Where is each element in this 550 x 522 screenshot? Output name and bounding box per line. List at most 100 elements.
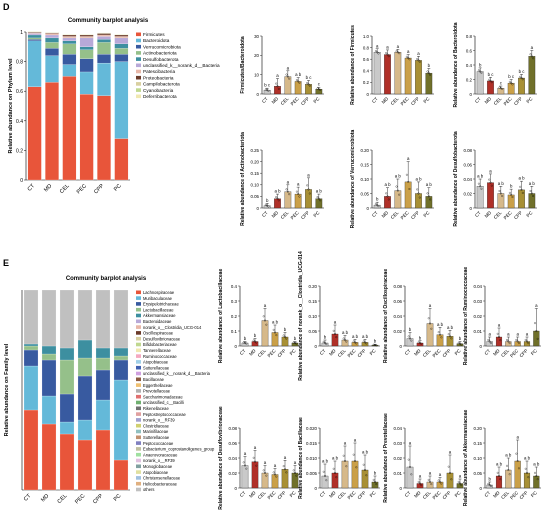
x-tick-label: MD bbox=[248, 490, 257, 499]
x-tick-label: PEC bbox=[400, 210, 411, 221]
significance-letter: a bbox=[498, 323, 501, 328]
data-point bbox=[490, 184, 493, 187]
data-point bbox=[447, 333, 450, 336]
stacked-segment bbox=[59, 347, 75, 361]
y-tick-label: 0 bbox=[480, 486, 483, 491]
x-tick-label: PC bbox=[525, 210, 534, 219]
significance-letter: a bbox=[264, 460, 267, 465]
y-tick-label: 0.2 bbox=[231, 314, 238, 319]
legend-swatch bbox=[136, 354, 141, 358]
data-point bbox=[332, 467, 335, 470]
stacked-segment bbox=[45, 48, 59, 56]
stacked-segment bbox=[62, 64, 77, 77]
significance-letter: a b bbox=[395, 174, 402, 179]
significance-letter: b c bbox=[264, 83, 271, 88]
data-point bbox=[295, 474, 298, 477]
significance-letter: b bbox=[244, 336, 247, 341]
y-tick-label: 0.8 bbox=[363, 45, 370, 50]
y-tick-label: 0 bbox=[470, 92, 473, 97]
stacked-segment bbox=[97, 36, 111, 40]
significance-letter: a bbox=[459, 474, 462, 479]
data-point bbox=[344, 460, 346, 462]
y-tick-label: 0 bbox=[315, 344, 318, 349]
data-point bbox=[405, 55, 408, 58]
legend-entry: norank_o__Clostridia_UCG-014 bbox=[143, 325, 202, 330]
legend-swatch bbox=[136, 51, 141, 55]
significance-letter: a bbox=[535, 303, 538, 308]
legend-swatch bbox=[136, 429, 141, 434]
barplot-ylabel: Relative abundance on Family level bbox=[4, 343, 10, 436]
data-point bbox=[355, 466, 358, 469]
legend-swatch bbox=[136, 296, 141, 300]
stacked-segment bbox=[114, 36, 129, 39]
data-point bbox=[372, 343, 375, 346]
bar bbox=[404, 57, 412, 95]
x-tick-label: PEC bbox=[509, 348, 520, 359]
x-tick-label: PEC bbox=[431, 490, 442, 501]
subplot-ylabel: Relative abundance of Actinobacteriota bbox=[240, 132, 246, 226]
stacked-segment bbox=[95, 369, 111, 401]
significance-letter: a bbox=[344, 441, 347, 446]
y-tick-label: 0.6 bbox=[16, 89, 23, 95]
significance-letter: a b bbox=[332, 456, 339, 461]
stacked-segment bbox=[27, 34, 42, 39]
data-point bbox=[285, 337, 288, 340]
y-tick-label: 0 bbox=[235, 344, 238, 349]
subplot-ylabel: Firmicutes/Bacteroidota bbox=[240, 36, 246, 93]
significance-letter: b bbox=[324, 335, 327, 340]
y-tick-label: 0.15 bbox=[473, 441, 482, 446]
bar bbox=[476, 186, 484, 209]
data-point bbox=[264, 203, 267, 206]
data-point bbox=[386, 53, 389, 56]
significance-letter: a bbox=[417, 51, 420, 56]
y-tick-label: 1.0 bbox=[363, 34, 370, 39]
data-point bbox=[524, 338, 527, 341]
x-tick-label: PEC bbox=[266, 348, 277, 359]
subplot-ylabel: Relative abundance of Desulfovibrionacea… bbox=[218, 406, 224, 510]
data-point bbox=[501, 195, 504, 197]
significance-letter: a b bbox=[496, 462, 503, 467]
y-tick-label: 0.06 bbox=[228, 441, 237, 446]
significance-letter: a b bbox=[533, 462, 540, 467]
y-tick-label: 0.04 bbox=[463, 177, 472, 182]
data-point bbox=[516, 460, 519, 462]
significance-letter: a bbox=[334, 320, 337, 325]
x-tick-label: MD bbox=[271, 210, 280, 219]
subplot-ylabel: Relative abundance of Lactobacillaceae bbox=[218, 269, 224, 364]
significance-letter: a b bbox=[498, 181, 505, 186]
data-point bbox=[267, 205, 270, 208]
data-point bbox=[405, 173, 408, 176]
x-tick-label: PEC bbox=[346, 490, 357, 501]
data-point bbox=[534, 471, 536, 474]
stacked-segment bbox=[45, 82, 59, 181]
legend-entry: Bacteroidaceae bbox=[143, 319, 172, 324]
legend-swatch bbox=[136, 412, 141, 416]
data-point bbox=[530, 55, 533, 58]
significance-letter: a bbox=[287, 179, 290, 184]
legend-entry: Atopobiaceae bbox=[143, 360, 169, 365]
bar bbox=[384, 196, 391, 209]
legend-entry: unclassified_k__norank_d__Bacteria bbox=[143, 63, 220, 68]
data-point bbox=[264, 472, 266, 474]
stacked-segment bbox=[62, 37, 77, 41]
legend-swatch bbox=[136, 336, 141, 341]
data-point bbox=[295, 190, 298, 193]
stacked-segment bbox=[97, 54, 111, 64]
stacked-segment bbox=[77, 289, 93, 341]
bar bbox=[533, 475, 540, 489]
data-point bbox=[508, 473, 511, 476]
data-point bbox=[496, 332, 499, 335]
legend-swatch bbox=[136, 290, 141, 295]
stacked-segment bbox=[27, 37, 42, 40]
legend-entry: Christensenellaceae bbox=[143, 476, 181, 481]
data-point bbox=[430, 327, 433, 330]
legend-swatch bbox=[136, 400, 141, 405]
data-point bbox=[516, 340, 519, 343]
data-point bbox=[536, 478, 539, 481]
data-point bbox=[479, 185, 482, 188]
significance-letter: a bbox=[244, 451, 247, 456]
legend-entry: Oscillospiraceae bbox=[143, 331, 174, 336]
bar bbox=[351, 342, 359, 347]
y-tick-label: 0.4 bbox=[363, 69, 370, 74]
y-tick-label: 0.06 bbox=[463, 162, 472, 167]
